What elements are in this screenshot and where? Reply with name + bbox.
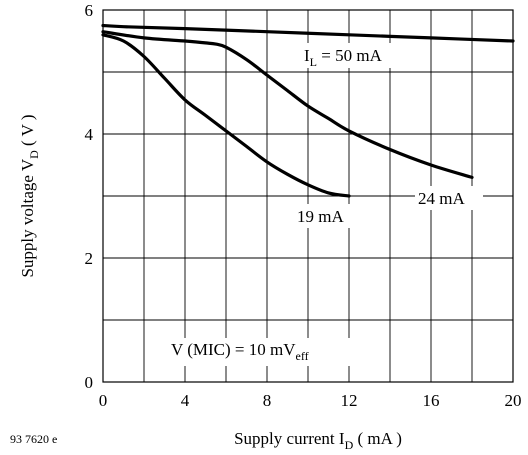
y-tick-labels: 0 2 4 6	[85, 1, 94, 392]
series-line-2	[101, 30, 474, 179]
y-tick-label: 0	[85, 373, 94, 392]
x-tick-label: 16	[423, 391, 440, 410]
series-line-1	[101, 23, 515, 43]
il-label-bg	[300, 43, 418, 68]
mic-label: V (MIC) = 10 mVeff	[171, 340, 309, 363]
x-tick-label: 12	[341, 391, 358, 410]
x-tick-label: 8	[263, 391, 272, 410]
x-tick-labels: 0 4 8 12 16 20	[99, 391, 522, 410]
label-19: 19 mA	[297, 207, 344, 226]
plot-frame	[102, 9, 514, 383]
label-24-bg	[415, 186, 483, 210]
il-label: IL = 50 mA	[304, 46, 383, 69]
y-axis-label: Supply voltage VD ( V )	[18, 114, 41, 277]
mic-label-bg	[166, 338, 362, 366]
series-lines	[101, 23, 515, 198]
figure-id: 93 7620 e	[10, 432, 57, 446]
x-axis-label: Supply current ID ( mA )	[234, 429, 402, 452]
label-19-bg	[294, 204, 362, 228]
x-tick-label: 4	[181, 391, 190, 410]
series-line-3	[101, 33, 351, 198]
label-24: 24 mA	[418, 189, 465, 208]
y-tick-label: 6	[85, 1, 94, 20]
y-tick-label: 2	[85, 249, 94, 268]
x-tick-label: 0	[99, 391, 108, 410]
y-tick-label: 4	[85, 125, 94, 144]
x-tick-label: 20	[505, 391, 522, 410]
